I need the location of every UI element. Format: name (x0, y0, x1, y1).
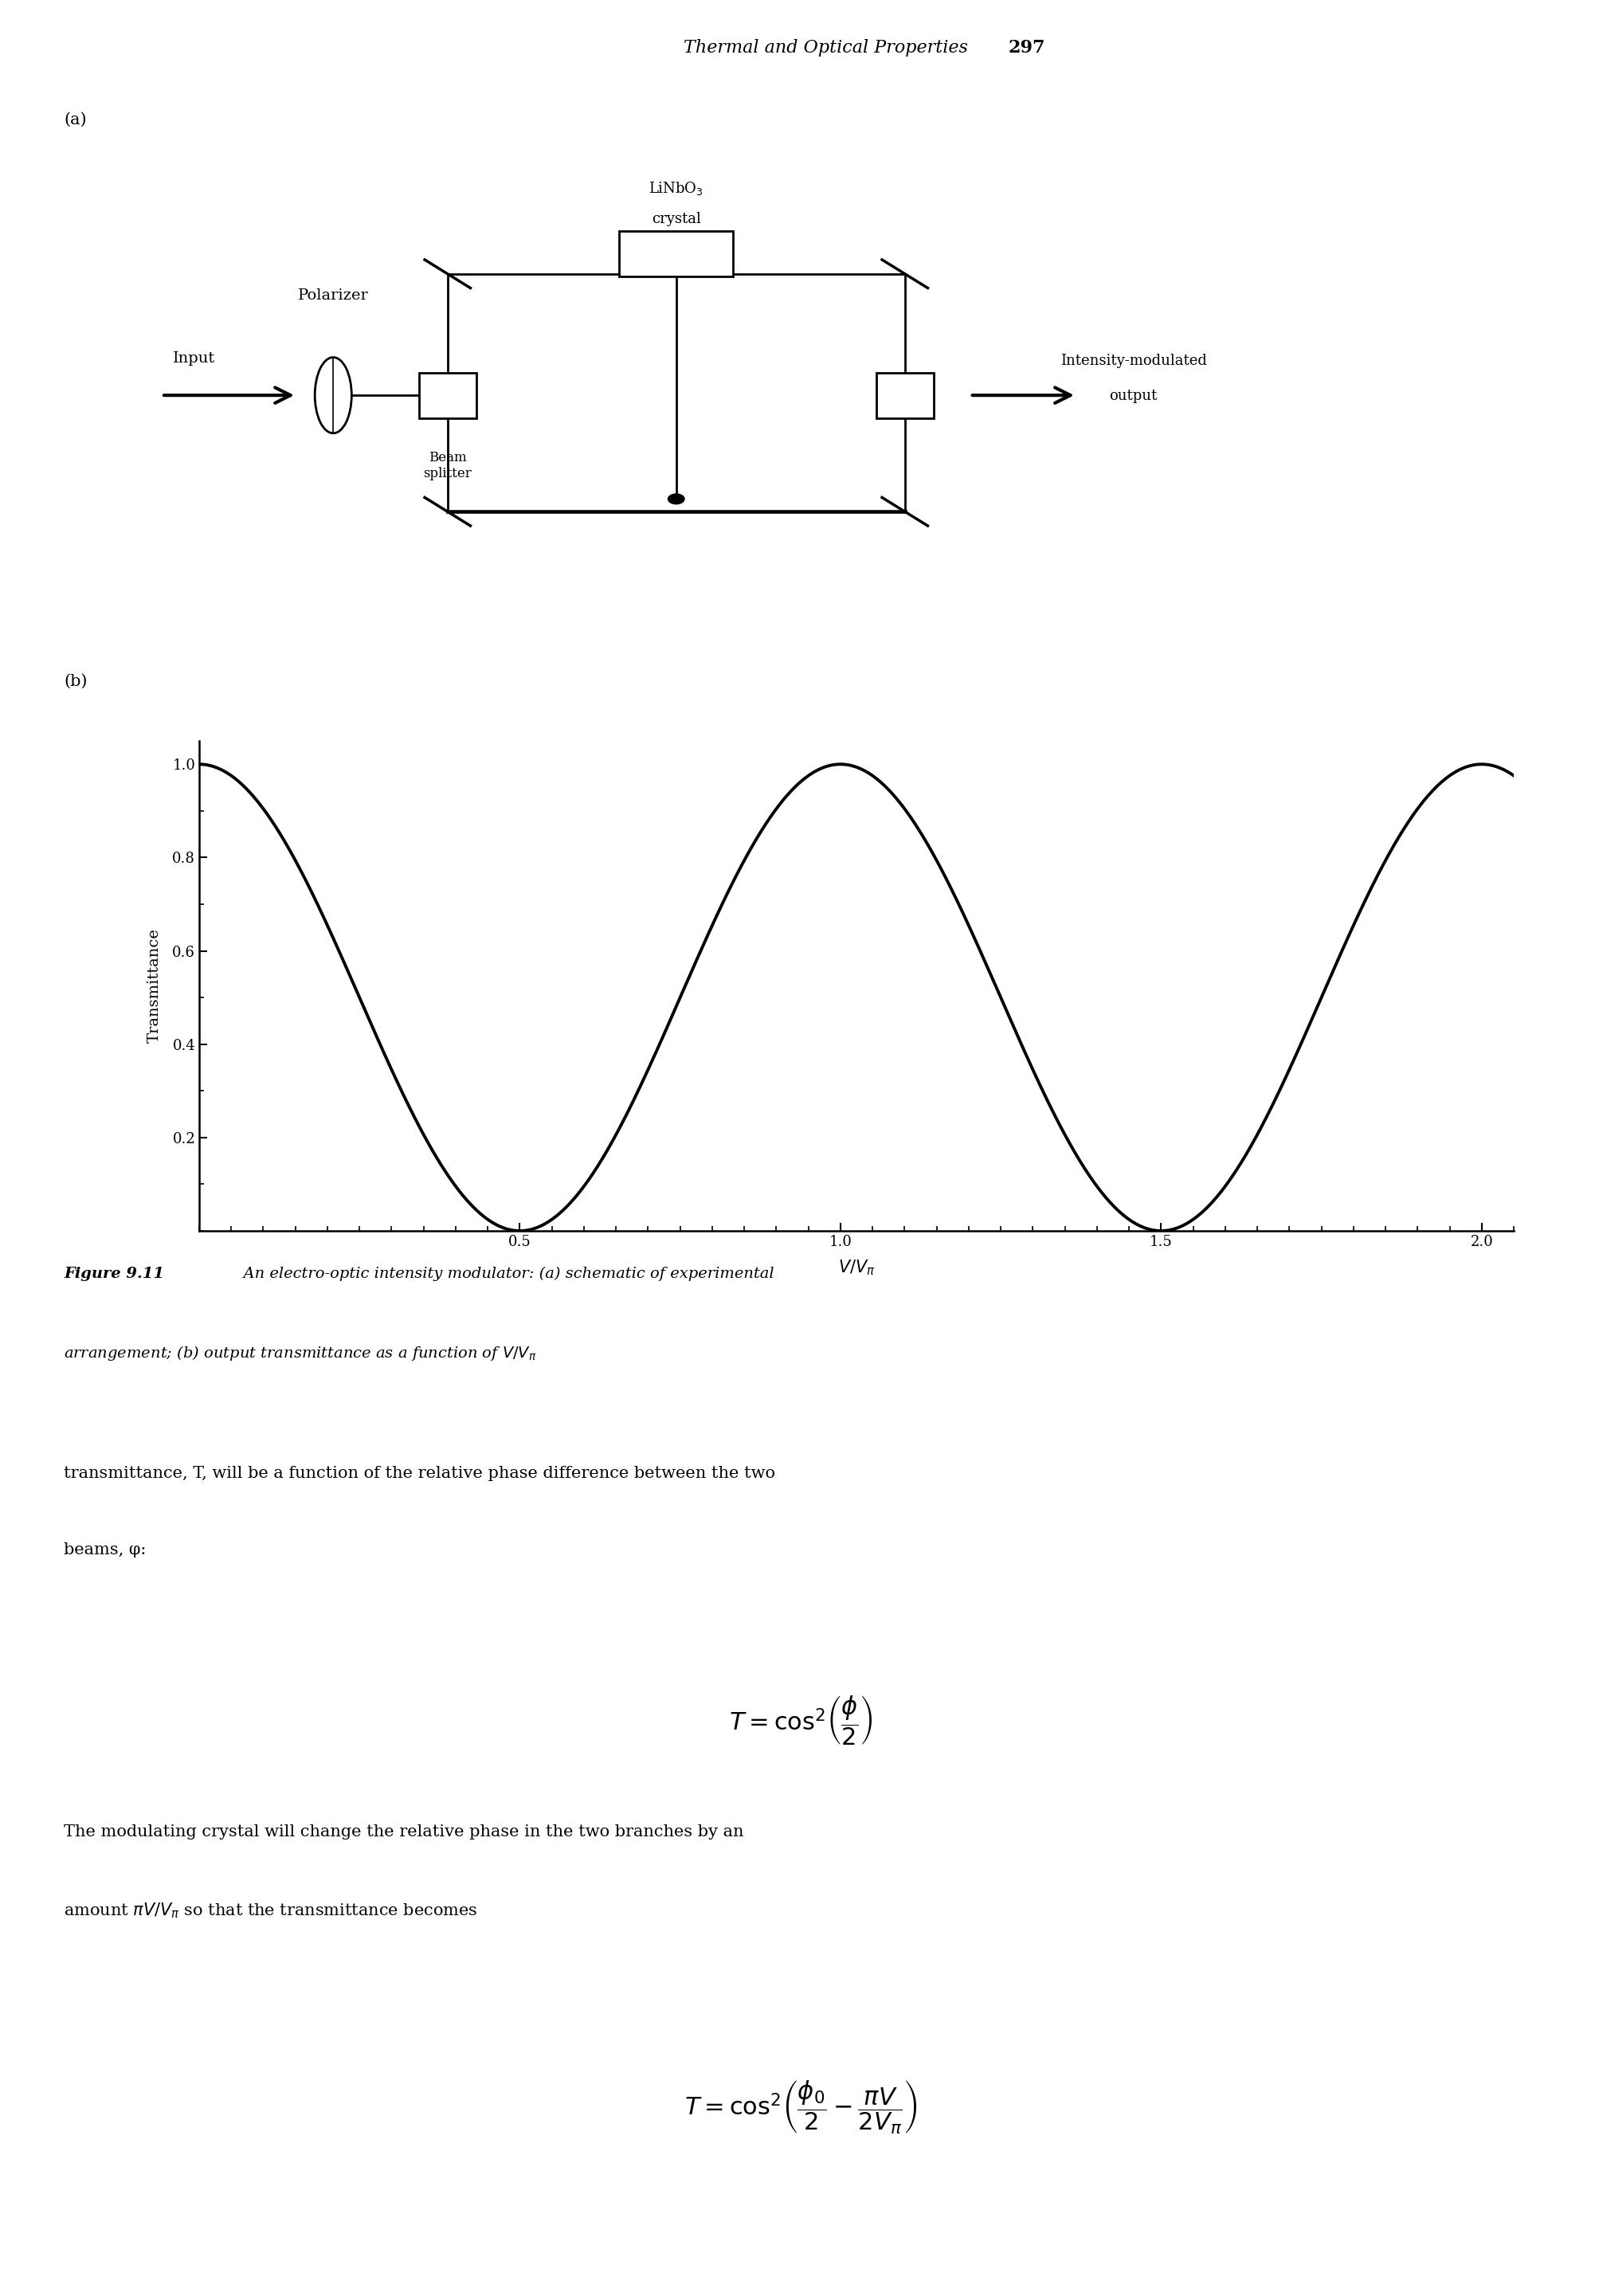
Text: An electro-optic intensity modulator: (a) schematic of experimental: An electro-optic intensity modulator: (a… (233, 1267, 774, 1281)
Text: (b): (b) (64, 673, 88, 689)
Text: $V$: $V$ (688, 232, 700, 246)
Text: $T = \cos^2\!\left(\dfrac{\phi_0}{2} - \dfrac{\pi V}{2V_\pi}\right)$: $T = \cos^2\!\left(\dfrac{\phi_0}{2} - \… (684, 2078, 916, 2135)
Text: Polarizer: Polarizer (297, 287, 368, 303)
Text: Thermal and Optical Properties: Thermal and Optical Properties (683, 39, 967, 57)
Text: transmittance, T, will be a function of the relative phase difference between th: transmittance, T, will be a function of … (64, 1465, 776, 1481)
Text: crystal: crystal (651, 211, 700, 227)
Text: beams, φ:: beams, φ: (64, 1543, 146, 1557)
Text: output: output (1110, 390, 1158, 404)
Bar (419, 372, 477, 418)
Text: arrangement; (b) output transmittance as a function of $V/V_{\pi}$: arrangement; (b) output transmittance as… (64, 1345, 536, 1364)
Text: LiNbO$_3$: LiNbO$_3$ (649, 179, 704, 197)
Text: 297: 297 (1007, 39, 1044, 57)
Y-axis label: Transmittance: Transmittance (147, 928, 161, 1042)
Circle shape (668, 494, 684, 505)
Text: amount $\pi V/V_\pi$ so that the transmittance becomes: amount $\pi V/V_\pi$ so that the transmi… (64, 1901, 478, 1919)
Text: Intensity-modulated: Intensity-modulated (1060, 354, 1206, 367)
Bar (876, 372, 932, 418)
Text: Input: Input (173, 351, 216, 365)
Bar (619, 232, 732, 276)
X-axis label: $V/V_\pi$: $V/V_\pi$ (838, 1258, 875, 1277)
Text: The modulating crystal will change the relative phase in the two branches by an: The modulating crystal will change the r… (64, 1825, 744, 1839)
Text: (a): (a) (64, 113, 86, 126)
Text: $T = \cos^2\!\left(\dfrac{\phi}{2}\right)$: $T = \cos^2\!\left(\dfrac{\phi}{2}\right… (729, 1694, 871, 1747)
Text: Figure 9.11: Figure 9.11 (64, 1267, 165, 1281)
Text: Beam
splitter: Beam splitter (424, 450, 472, 480)
